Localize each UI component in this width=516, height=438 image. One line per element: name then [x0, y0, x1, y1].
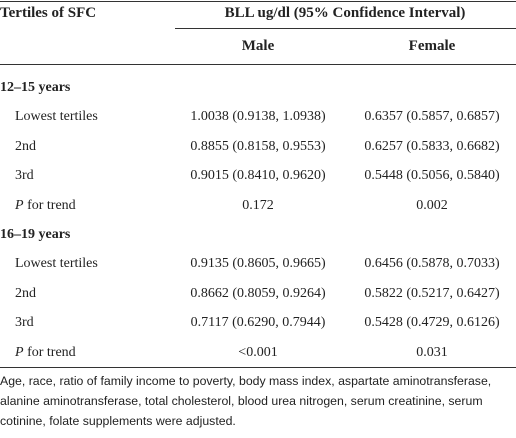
stub-header: Tertiles of SFC: [0, 5, 97, 21]
row-label: Lowest tertiles: [15, 256, 98, 272]
cell: 1.0038 (0.9138, 1.0938): [190, 109, 326, 125]
row-label: 2nd: [15, 285, 36, 301]
row-label: P for trend: [15, 344, 76, 360]
rule: [0, 367, 516, 368]
cell: 0.031: [416, 344, 448, 360]
cell: 0.6357 (0.5857, 0.6857): [364, 109, 500, 125]
cell: 0.6456 (0.5878, 0.7033): [364, 256, 500, 272]
cell: 0.9015 (0.8410, 0.9620): [190, 168, 326, 184]
rule: [0, 64, 516, 65]
cell: 0.5822 (0.5217, 0.6427): [364, 285, 500, 301]
span-header: BLL ug/dl (95% Confidence Interval): [224, 5, 466, 21]
cell: 0.5428 (0.4729, 0.6126): [364, 315, 500, 331]
cell: 0.7117 (0.6290, 0.7944): [190, 315, 326, 331]
row-label: P for trend: [15, 197, 76, 213]
row-label: 2nd: [15, 138, 36, 154]
column-header: Female: [408, 38, 456, 54]
cell: 0.6257 (0.5833, 0.6682): [364, 138, 500, 154]
row-label: 3rd: [15, 315, 34, 331]
cell: 0.8855 (0.8158, 0.9553): [190, 138, 326, 154]
cell: 0.5448 (0.5056, 0.5840): [364, 168, 500, 184]
row-label: Lowest tertiles: [15, 109, 98, 125]
cell: 0.8662 (0.8059, 0.9264): [190, 285, 326, 301]
cell: 0.002: [416, 197, 448, 213]
column-header: Male: [241, 38, 275, 54]
rule: [175, 28, 516, 29]
footnote: Age, race, ratio of family income to pov…: [0, 374, 492, 428]
section-label: 16–19 years: [0, 227, 71, 242]
cell: 0.9135 (0.8605, 0.9665): [190, 256, 326, 272]
section-label: 12–15 years: [0, 80, 71, 95]
cell: <0.001: [238, 344, 278, 360]
row-label: 3rd: [15, 168, 34, 184]
cell: 0.172: [242, 197, 274, 213]
rule: [0, 1, 516, 2]
